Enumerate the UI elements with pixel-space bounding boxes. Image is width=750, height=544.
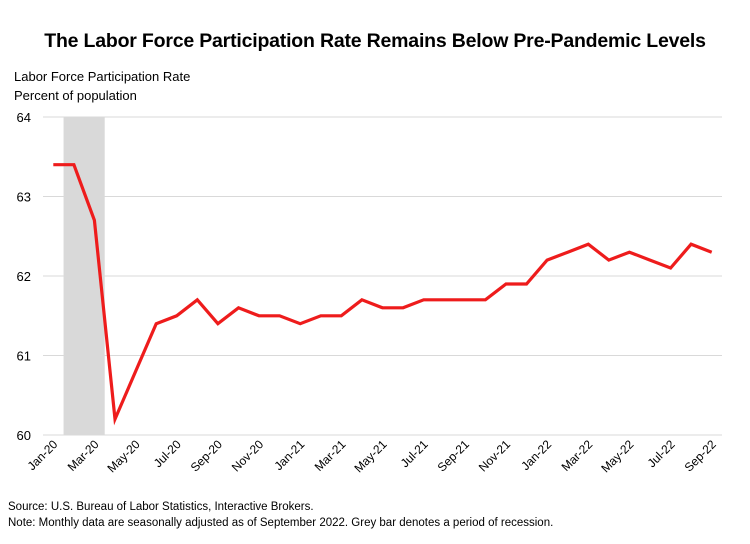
y-tick-label: 61 [17, 349, 31, 364]
y-tick-label: 63 [17, 190, 31, 205]
y-axis-label: Labor Force Participation Rate [14, 69, 191, 84]
x-tick-label: Sep-20 [188, 437, 225, 474]
series-line [53, 163, 713, 426]
x-tick-label: Sep-22 [682, 437, 719, 474]
x-tick-label: May-22 [598, 437, 636, 475]
x-tick-label: Mar-20 [65, 437, 102, 474]
y-tick-label: 60 [17, 428, 31, 443]
y-tick-label: 62 [17, 269, 31, 284]
y-axis-unit-label: Percent of population [14, 88, 137, 103]
y-tick-label: 64 [17, 110, 31, 125]
x-tick-label: May-20 [105, 437, 143, 475]
x-tick-label: Jul-20 [151, 437, 184, 470]
x-tick-label: Jul-22 [645, 437, 678, 470]
chart-title: The Labor Force Participation Rate Remai… [44, 30, 706, 52]
x-tick-label: Jul-21 [398, 437, 431, 470]
x-tick-label: Nov-20 [229, 437, 266, 474]
x-tick-label: Jan-21 [271, 437, 307, 473]
x-tick-label: Jan-22 [518, 437, 554, 473]
x-tick-label: Mar-21 [312, 437, 349, 474]
x-tick-label: Nov-21 [476, 437, 513, 474]
footnote: Note: Monthly data are seasonally adjust… [8, 517, 554, 529]
x-tick-label: May-21 [351, 437, 389, 475]
x-tick-label: Mar-22 [559, 437, 596, 474]
source-note: Source: U.S. Bureau of Labor Statistics,… [8, 501, 314, 513]
recession-bar [63, 117, 105, 435]
x-tick-label: Sep-21 [435, 437, 472, 474]
